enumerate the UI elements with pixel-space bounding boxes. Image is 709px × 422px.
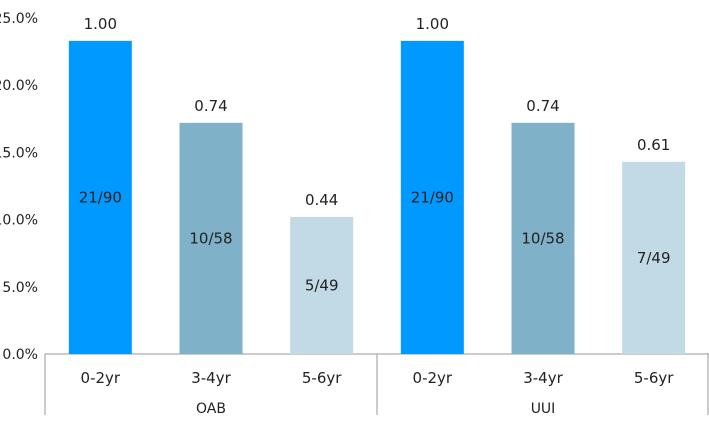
y-tick-label: 20.0% (0, 78, 38, 94)
bar-count-label: 10/58 (189, 229, 232, 247)
bar-oab-3-4yr (179, 122, 243, 354)
y-tick-label: 0.0% (2, 347, 38, 363)
bar-uui-5-6yr (622, 161, 686, 354)
bar-uui-3-4yr (511, 122, 575, 354)
bar-count-label: 21/90 (79, 188, 122, 206)
bar-count-label: 7/49 (637, 249, 671, 267)
bar-value-label: 1.00 (416, 15, 449, 33)
x-category-label: 5-6yr (302, 369, 342, 387)
y-tick-label: 15.0% (0, 145, 38, 161)
x-category-label: 3-4yr (191, 369, 231, 387)
bar-uui-0-2yr (400, 40, 464, 355)
bar-oab-0-2yr (68, 40, 132, 355)
bar-oab-5-6yr (290, 216, 354, 354)
bar-value-label: 0.74 (526, 97, 559, 115)
bar-count-label: 21/90 (411, 188, 454, 206)
x-category-label: 0-2yr (81, 369, 121, 387)
x-category-label: 5-6yr (634, 369, 674, 387)
x-group-label: UUI (531, 401, 556, 417)
y-tick-label: 25.0% (0, 11, 38, 27)
bar-value-label: 0.44 (305, 191, 338, 209)
x-category-label: 3-4yr (523, 369, 563, 387)
x-group-label: OAB (196, 401, 226, 417)
x-category-label: 0-2yr (413, 369, 453, 387)
y-tick-label: 5.0% (2, 280, 38, 296)
y-tick-label: 10.0% (0, 213, 38, 229)
bar-value-label: 0.74 (194, 97, 227, 115)
bar-count-label: 10/58 (521, 229, 564, 247)
bar-value-label: 0.61 (637, 136, 670, 154)
bar-value-label: 1.00 (84, 15, 117, 33)
bar-count-label: 5/49 (305, 276, 339, 294)
